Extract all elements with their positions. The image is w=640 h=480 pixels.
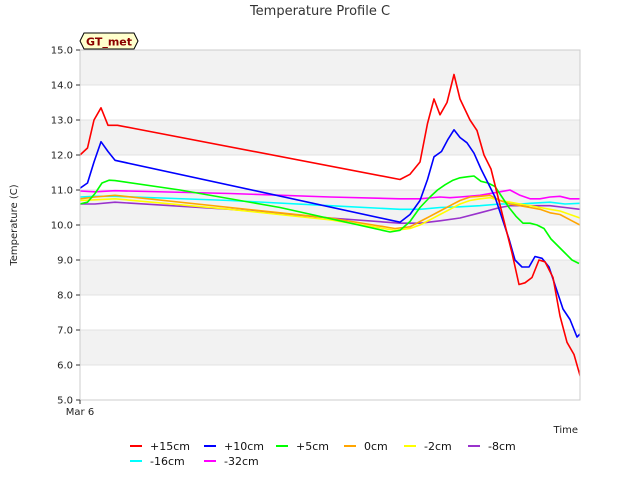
- y-tick-label: 14.0: [51, 81, 73, 92]
- grid-band: [80, 120, 580, 155]
- y-tick-label: 10.0: [51, 221, 73, 232]
- series-line-0cm: [80, 194, 580, 230]
- legend-label: 0cm: [364, 440, 388, 453]
- y-tick-label: 13.0: [51, 116, 73, 127]
- series-group: [80, 73, 580, 379]
- y-axis: 5.0 6.0 7.0 8.0 9.0 10.0 11.0 12.0 13.0 14.0 15.0: [51, 46, 80, 407]
- legend-item: -2cm: [404, 440, 452, 453]
- series-line--32cm: [80, 189, 580, 200]
- y-tick-label: 9.0: [57, 256, 73, 267]
- y-tick-label: 15.0: [51, 46, 73, 57]
- legend-item: 0cm: [344, 440, 388, 453]
- legend-item: +15cm: [130, 440, 190, 453]
- x-tick-label: Mar 6: [66, 407, 94, 418]
- legend-label: -8cm: [488, 440, 516, 453]
- x-axis-label: Time: [553, 425, 578, 436]
- y-tick-label: 12.0: [51, 151, 73, 162]
- legend-item: -8cm: [468, 440, 516, 453]
- y-axis-label: Temperature (C): [9, 184, 20, 266]
- grid-band: [80, 330, 580, 365]
- legend-label: +10cm: [224, 440, 264, 453]
- y-tick-label: 11.0: [51, 186, 73, 197]
- series-line--8cm: [80, 201, 580, 224]
- legend-label: +15cm: [150, 440, 190, 453]
- y-tick-label: 6.0: [57, 361, 73, 372]
- legend-label: -16cm: [150, 455, 185, 468]
- chart-title: Temperature Profile C: [249, 4, 390, 19]
- legend-item: +5cm: [276, 440, 329, 453]
- series-layer: [80, 73, 580, 379]
- legend-item: +10cm: [204, 440, 264, 453]
- x-axis: Mar 6: [66, 400, 94, 418]
- series-line--2cm: [80, 196, 580, 232]
- legend-label: -32cm: [224, 455, 259, 468]
- annotation-badge: GT_met: [79, 32, 139, 50]
- series-line-+15cm: [80, 73, 580, 379]
- legend-item: -32cm: [204, 455, 259, 468]
- y-tick-label: 5.0: [57, 396, 73, 407]
- legend-item: -16cm: [130, 455, 185, 468]
- grid-band: [80, 260, 580, 295]
- y-tick-label: 8.0: [57, 291, 73, 302]
- grid-band: [80, 50, 580, 85]
- legend-label: -2cm: [424, 440, 452, 453]
- annotation-text: GT_met: [86, 36, 132, 49]
- annotation-box: [79, 32, 139, 50]
- series-line-+5cm: [80, 175, 580, 265]
- legend-label: +5cm: [296, 440, 329, 453]
- grid-bands: [80, 50, 580, 401]
- legend: +15cm +10cm +5cm 0cm -2cm -8cm -16cm -32cm: [130, 440, 516, 468]
- y-tick-label: 7.0: [57, 326, 73, 337]
- series-line--16cm: [80, 195, 580, 211]
